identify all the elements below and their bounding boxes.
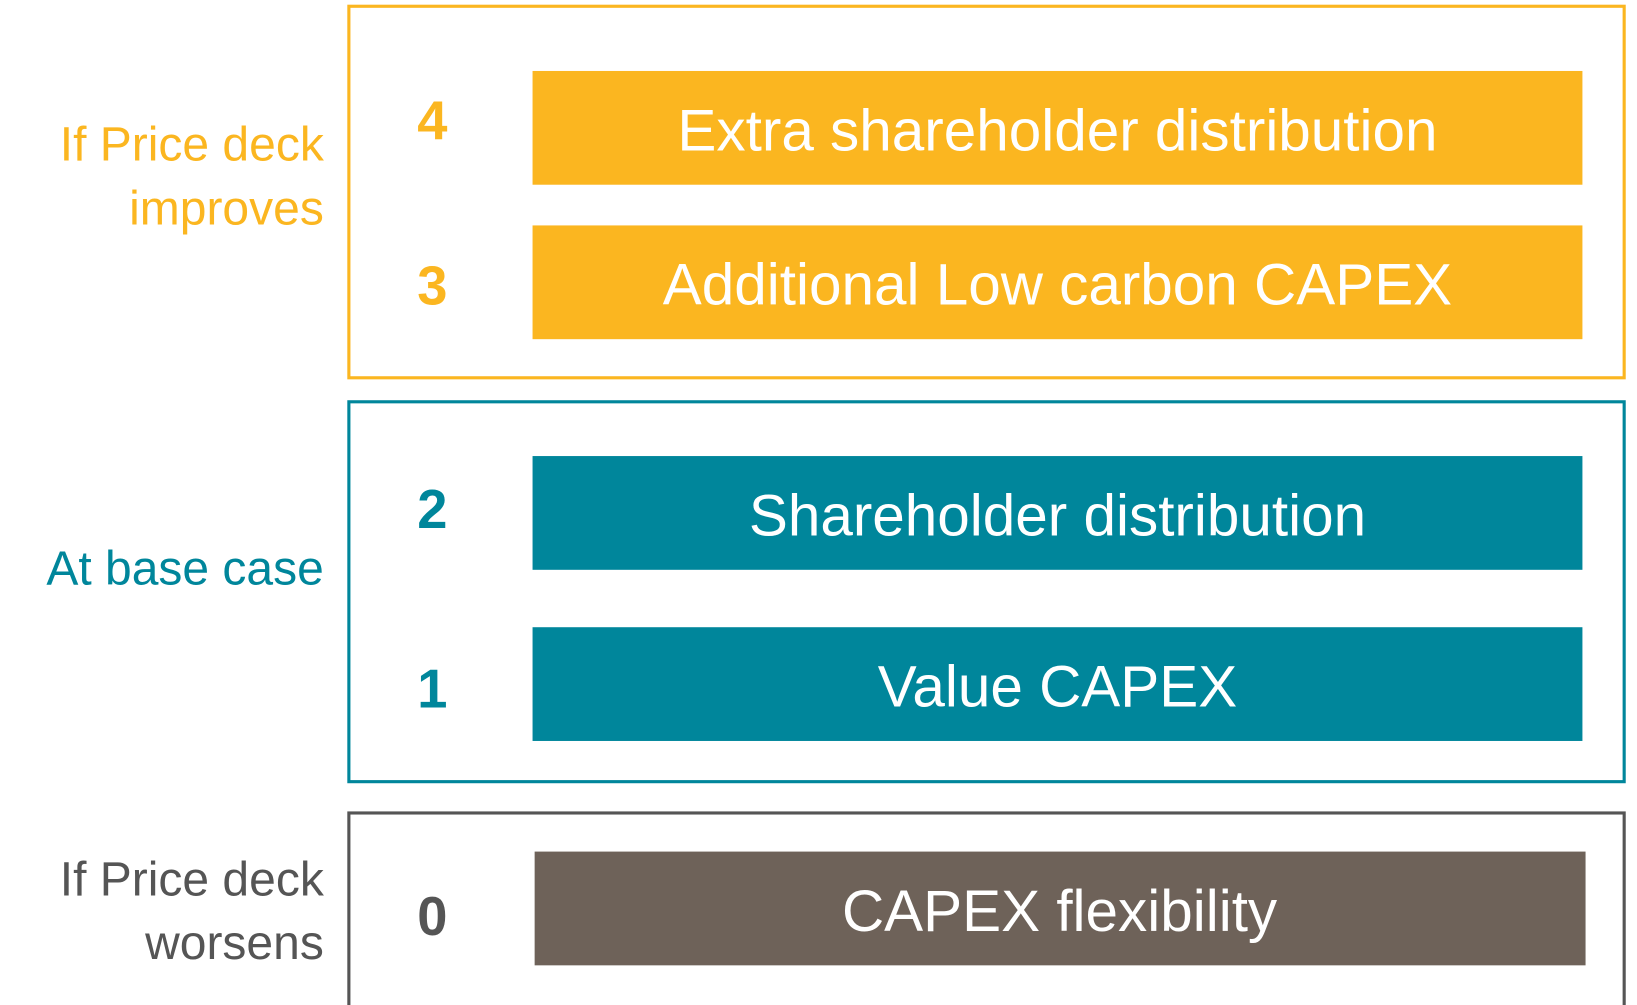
item-bar: [534, 851, 1586, 966]
group-label: worsens: [144, 917, 324, 970]
item-text: Shareholder distribution: [749, 483, 1366, 548]
group-label: At base case: [46, 542, 323, 595]
group-frame: [347, 400, 1626, 784]
group-frame: [347, 811, 1626, 1005]
group-label: If Price deck: [60, 853, 325, 906]
item-number: 0: [417, 887, 447, 947]
item-bar: [532, 627, 1583, 741]
item-bar: [532, 225, 1583, 340]
group-frame: [347, 4, 1626, 380]
item-text: Extra shareholder distribution: [677, 98, 1437, 163]
item-bar: [532, 70, 1583, 185]
item-text: CAPEX flexibility: [842, 879, 1278, 944]
item-text: Value CAPEX: [878, 655, 1237, 720]
item-number: 4: [417, 91, 447, 151]
group-label: improves: [129, 182, 324, 235]
item-number: 1: [417, 660, 447, 720]
group-label: If Price deck: [60, 119, 325, 172]
item-bar: [532, 456, 1583, 570]
item-number: 3: [417, 257, 447, 317]
item-text: Additional Low carbon CAPEX: [663, 253, 1452, 318]
item-number: 2: [417, 480, 447, 540]
